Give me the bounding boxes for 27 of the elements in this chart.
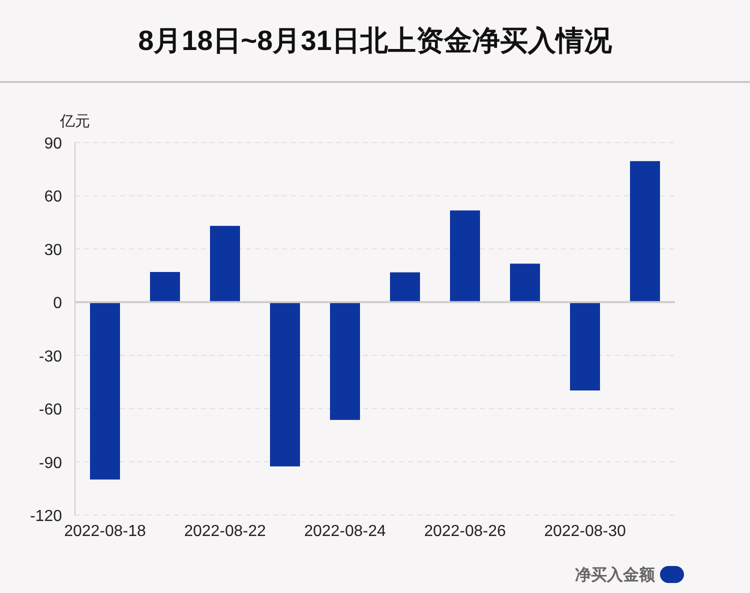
y-tick-label: 30 xyxy=(44,242,62,259)
y-tick-label: 60 xyxy=(44,188,62,206)
legend-label: 净买入金额 xyxy=(575,566,656,584)
x-tick-label: 2022-08-22 xyxy=(184,523,266,540)
y-axis-title: 亿元 xyxy=(59,113,90,130)
bar xyxy=(450,210,480,302)
chart-title: 8月18日~8月31日北上资金净买入情况 xyxy=(138,25,613,56)
legend: 净买入金额 xyxy=(575,566,684,584)
x-tick-label: 2022-08-24 xyxy=(304,523,386,540)
x-tick-label: 2022-08-30 xyxy=(544,523,626,540)
y-tick-label: -60 xyxy=(38,402,62,419)
bar xyxy=(510,264,540,302)
bar xyxy=(210,226,240,302)
y-tick-label: 0 xyxy=(53,295,62,312)
x-tick-label: 2022-08-18 xyxy=(64,523,146,540)
bar xyxy=(570,302,600,390)
bar xyxy=(390,272,420,302)
bar xyxy=(150,272,180,302)
bar xyxy=(330,302,360,420)
bar xyxy=(630,161,660,302)
bar xyxy=(90,302,120,480)
x-tick-label: 2022-08-26 xyxy=(424,523,506,540)
bar xyxy=(270,302,300,466)
y-tick-label: -120 xyxy=(30,508,62,525)
y-tick-label: -30 xyxy=(38,348,62,366)
y-tick-label: -90 xyxy=(38,454,62,472)
y-tick-label: 90 xyxy=(44,136,62,152)
